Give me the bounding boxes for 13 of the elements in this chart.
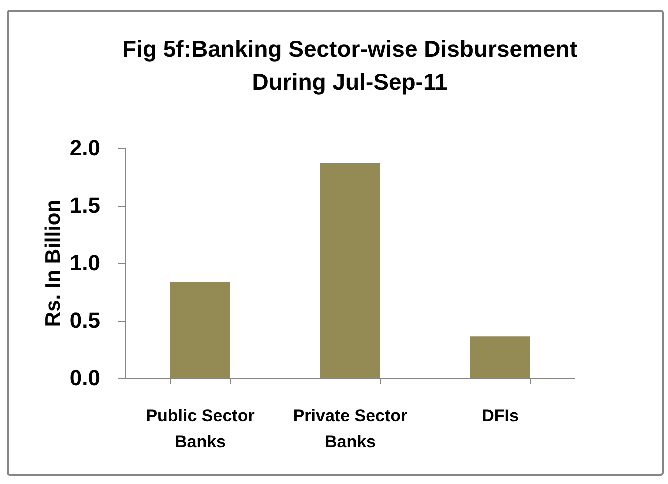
x-tick-label: Public Sector Banks bbox=[146, 406, 256, 452]
bar bbox=[320, 162, 380, 378]
y-tick-label: 1.5 bbox=[70, 193, 100, 218]
x-tick-label: DFIs bbox=[482, 406, 519, 426]
bar bbox=[470, 336, 530, 378]
y-tick-label: 2.0 bbox=[70, 136, 100, 160]
chart-title: Fig 5f:Banking Sector-wise Disbursement During Jul-Sep-11 bbox=[122, 36, 578, 95]
y-axis-title: Rs. In Billion bbox=[42, 200, 65, 328]
x-tick-label: Private Sector Banks bbox=[293, 406, 408, 452]
y-tick-label: 1.0 bbox=[70, 250, 100, 276]
y-tick-label: 0.5 bbox=[70, 308, 100, 333]
y-tick-label: 0.0 bbox=[70, 366, 100, 390]
bar bbox=[170, 282, 230, 378]
